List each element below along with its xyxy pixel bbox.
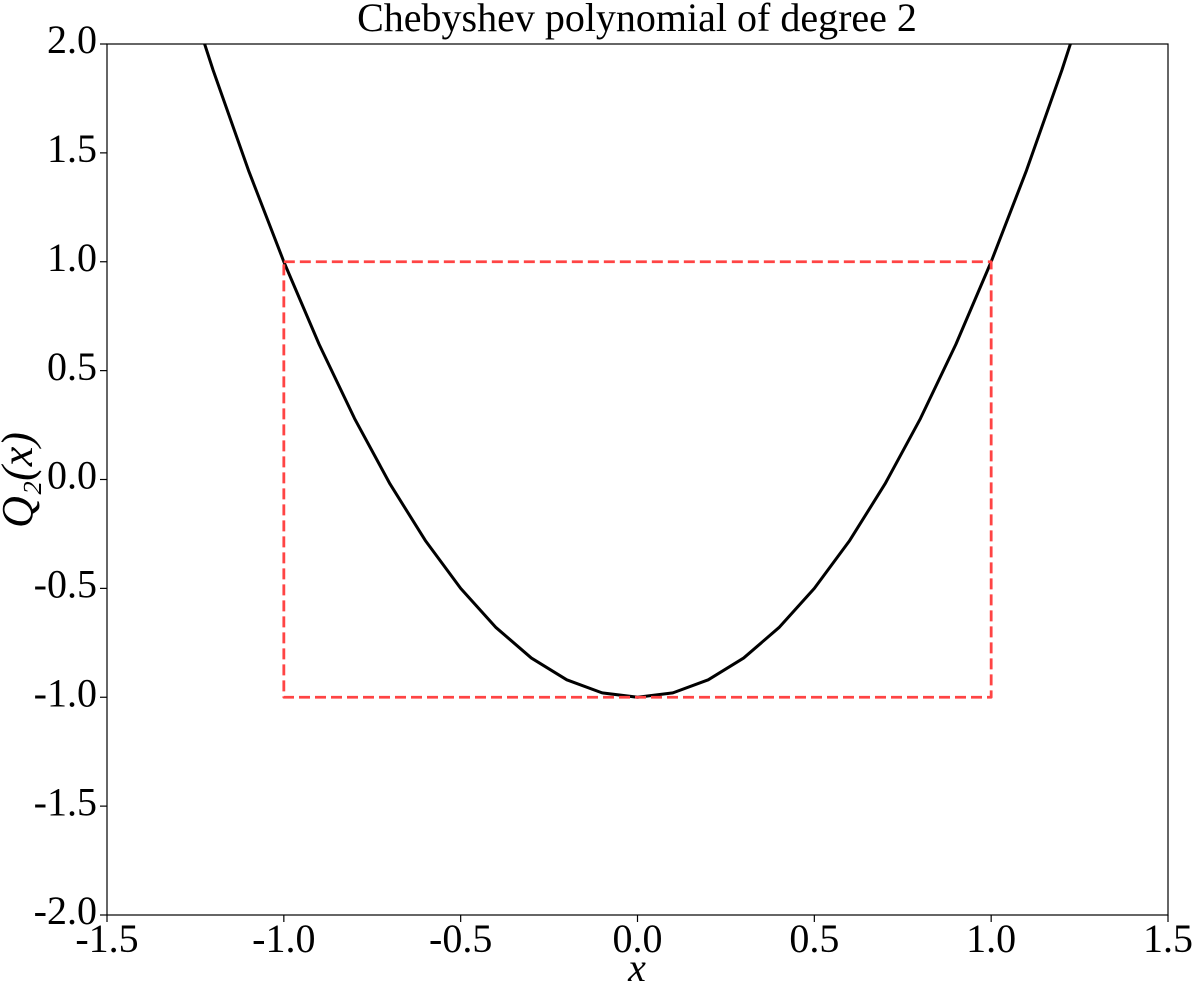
series-line bbox=[203, 44, 1072, 699]
x-tick-label: 1.0 bbox=[966, 916, 1016, 961]
y-tick-label: -0.5 bbox=[34, 562, 97, 607]
y-tick-label: -1.5 bbox=[34, 779, 97, 824]
y-tick-label: 2.0 bbox=[47, 17, 97, 62]
x-tick-label: -0.5 bbox=[429, 916, 492, 961]
x-tick-label: 0.0 bbox=[613, 916, 663, 961]
y-tick-label: 0.5 bbox=[47, 344, 97, 389]
x-tick-label: 1.5 bbox=[1143, 916, 1193, 961]
y-tick-label: 1.5 bbox=[47, 126, 97, 171]
y-axis-label: Q₂(x) bbox=[0, 432, 42, 528]
x-tick-label: 0.5 bbox=[789, 916, 839, 961]
chart-title: Chebyshev polynomial of degree 2 bbox=[357, 0, 917, 40]
x-tick-label: -1.5 bbox=[75, 916, 138, 961]
y-tick-label: -1.0 bbox=[34, 670, 97, 715]
axes-frame bbox=[106, 43, 1169, 916]
y-tick-label: 1.0 bbox=[47, 235, 97, 280]
y-tick-label: 0.0 bbox=[47, 453, 97, 498]
y-tick-label: -2.0 bbox=[34, 888, 97, 933]
x-axis-label: x bbox=[627, 945, 646, 990]
x-tick-label: -1.0 bbox=[252, 916, 315, 961]
plot-area bbox=[203, 44, 1072, 699]
series-line bbox=[282, 260, 993, 699]
